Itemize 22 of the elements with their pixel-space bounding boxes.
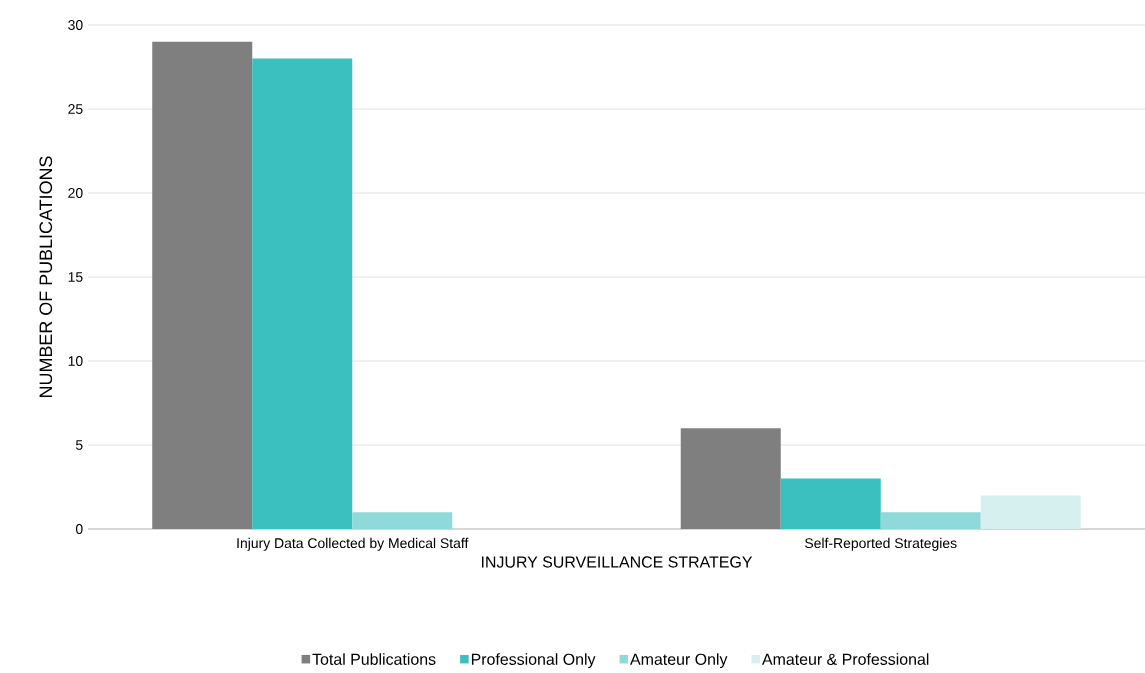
y-axis-title: NUMBER OF PUBLICATIONS <box>39 156 53 397</box>
y-tick-label: 15 <box>68 272 83 282</box>
bar <box>352 512 453 529</box>
y-tick-label: 10 <box>68 356 83 366</box>
bar <box>980 495 1081 529</box>
y-tick-label: 5 <box>75 440 83 450</box>
legend-label: Amateur Only <box>630 653 728 669</box>
bar <box>780 478 881 529</box>
legend-label: Amateur & Professional <box>761 653 929 665</box>
y-tick-label: 25 <box>68 104 83 114</box>
bar <box>252 58 353 529</box>
legend-label: Total Publications <box>312 653 436 665</box>
x-tick-label: Self-Reported Strategies <box>805 537 957 551</box>
y-tick-label: 0 <box>75 524 83 534</box>
x-axis-title: INJURY SURVEILLANCE STRATEGY <box>481 556 753 568</box>
y-tick-label: 30 <box>68 20 83 30</box>
bar <box>680 428 781 529</box>
x-tick-label: Injury Data Collected by Medical Staff <box>237 537 469 551</box>
legend-label: Professional Only <box>471 653 596 669</box>
y-tick-label: 20 <box>68 188 83 198</box>
bar <box>152 41 253 529</box>
bar <box>880 512 981 529</box>
